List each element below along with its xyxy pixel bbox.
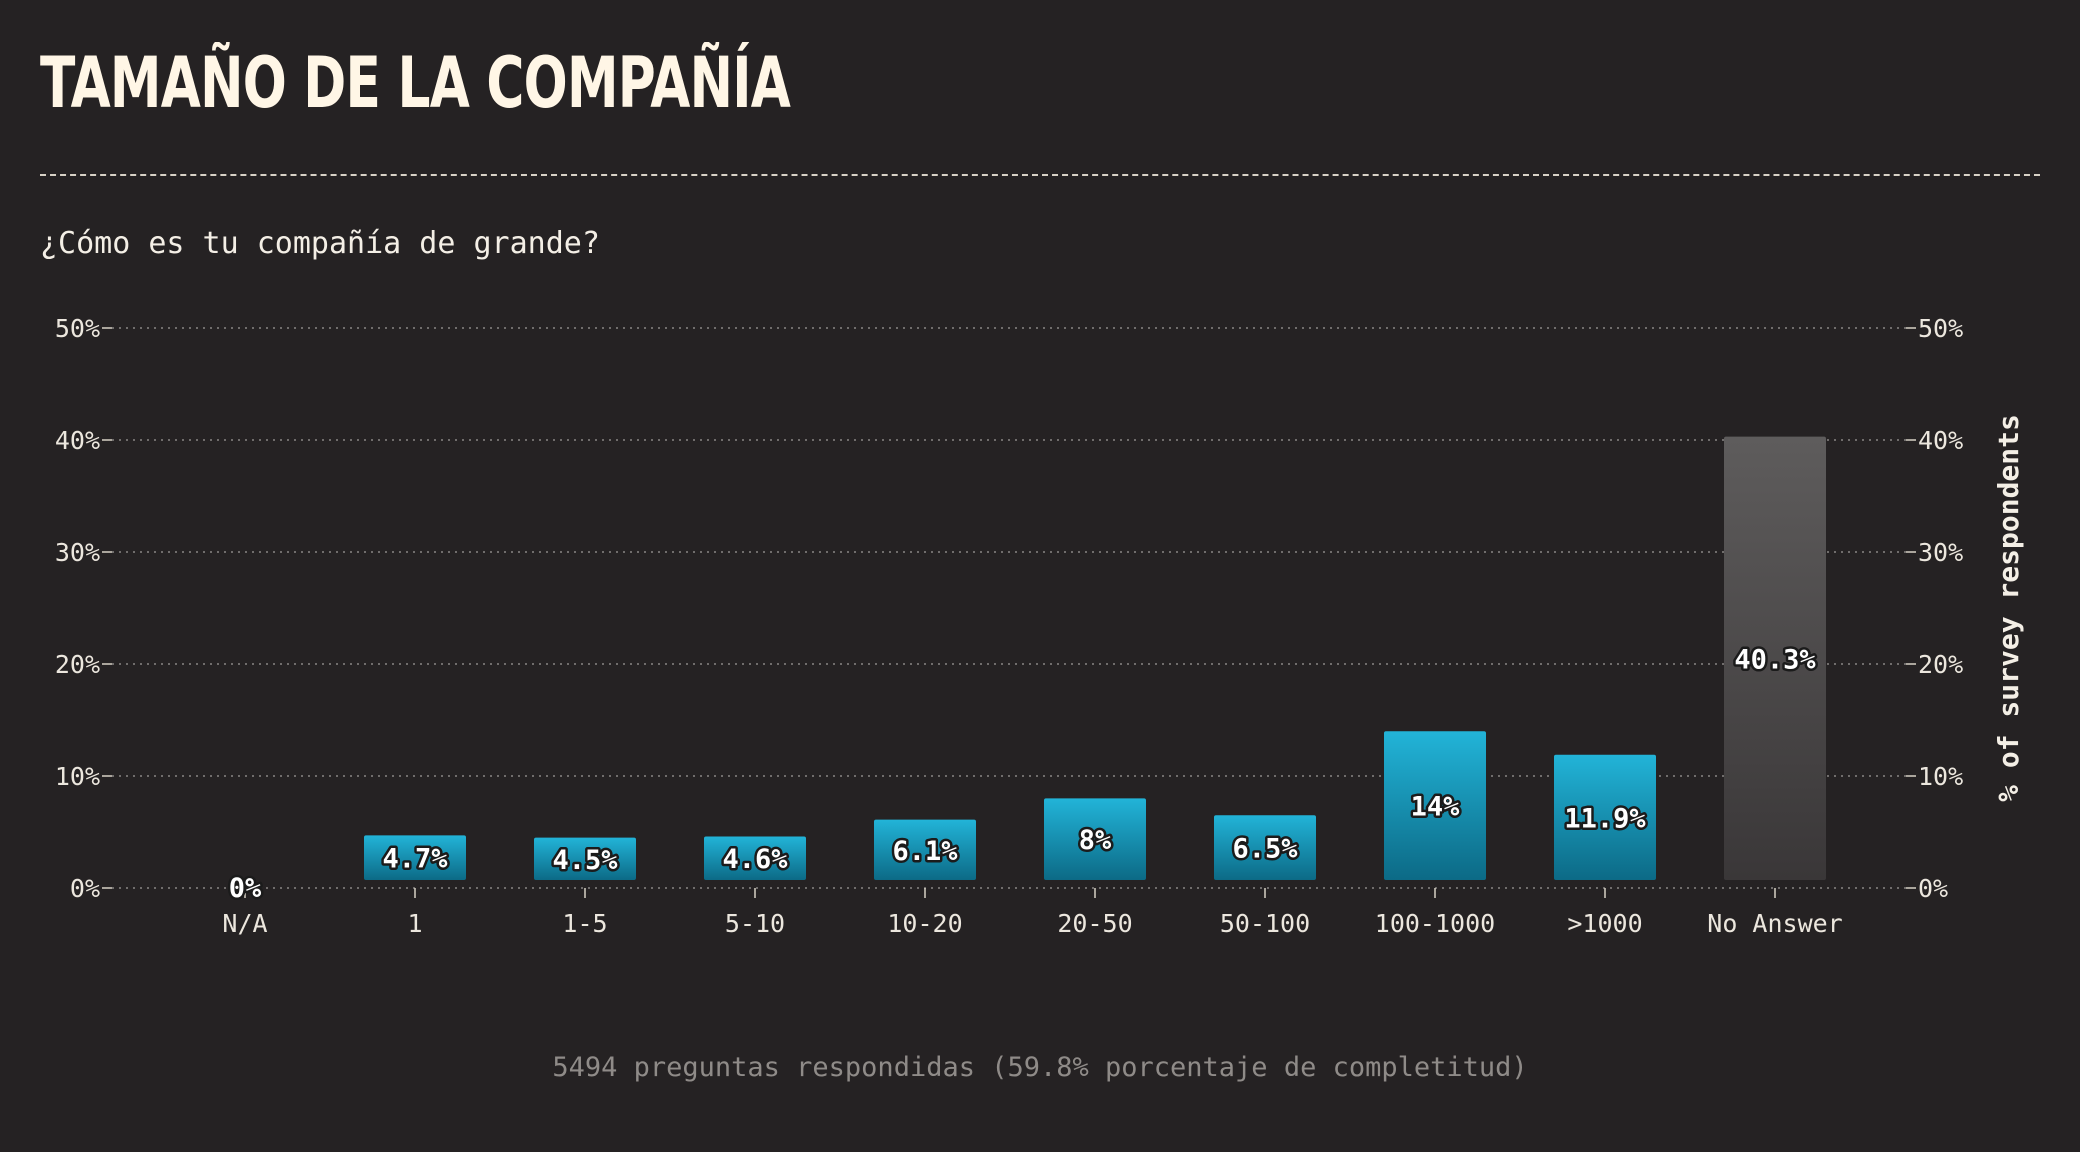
title-divider <box>40 174 2040 176</box>
x-tick-label: N/A <box>222 909 267 938</box>
y-tick-label-right: 40% <box>1918 426 1963 455</box>
bar <box>704 836 806 880</box>
bars <box>364 436 1826 880</box>
bar <box>534 837 636 880</box>
bar-no-answer <box>1724 436 1826 880</box>
bar-value-label: 0% <box>229 873 262 904</box>
page-title: TAMAÑO DE LA COMPAÑÍA <box>40 42 791 124</box>
x-tick-label: 10-20 <box>887 909 962 938</box>
y-tick-label-right: 20% <box>1918 650 1963 679</box>
bar <box>1384 731 1486 880</box>
x-axis: N/A 1 1-5 5-10 10-20 20-50 50-100 100-1000 >1000… <box>222 888 1843 938</box>
y-tick-label-right: 10% <box>1918 762 1963 791</box>
bar-value-label: 8% <box>1079 825 1112 856</box>
x-tick-label: 1-5 <box>562 909 607 938</box>
bar-value-labels: 0% 4.7% 4.5% 4.6% 6.1% 8% 6.5% 14% 11.9% 40.3% <box>226 642 1819 907</box>
x-tick-label: 5-10 <box>725 909 785 938</box>
x-tick-label: >1000 <box>1567 909 1642 938</box>
y-axis-right: 0% 10% 20% 30% 40% 50% <box>1906 314 1963 903</box>
y-axis-left: 0% 10% 20% 30% 40% 50% <box>55 314 112 903</box>
bar <box>1214 815 1316 880</box>
y-tick-label-right: 30% <box>1918 538 1963 567</box>
y-axis-title-right: % of survey respondents <box>1992 414 2025 802</box>
bar-value-label: 40.3% <box>1734 644 1816 675</box>
bar <box>1554 754 1656 880</box>
x-tick-label: No Answer <box>1707 909 1842 938</box>
y-tick-label-left: 10% <box>55 762 100 791</box>
x-tick-label: 1 <box>407 909 422 938</box>
bar-value-label: 6.5% <box>1232 834 1298 865</box>
y-tick-label-left: 30% <box>55 538 100 567</box>
x-tick-label: 20-50 <box>1057 909 1132 938</box>
y-tick-label-right: 0% <box>1918 874 1948 903</box>
bar-value-label: 4.6% <box>722 844 788 875</box>
footer-note: 5494 preguntas respondidas (59.8% porcen… <box>552 1052 1528 1083</box>
bar <box>874 819 976 880</box>
bar-value-label: 4.5% <box>552 845 618 876</box>
y-tick-label-left: 0% <box>70 874 100 903</box>
y-tick-label-left: 40% <box>55 426 100 455</box>
question-subtitle: ¿Cómo es tu compañía de grande? <box>40 226 600 261</box>
x-tick-label: 100-1000 <box>1375 909 1495 938</box>
bar-value-label: 14% <box>1411 792 1461 823</box>
bar-value-label: 4.7% <box>382 844 448 875</box>
bar-value-label: 11.9% <box>1564 803 1646 834</box>
bar-value-label: 6.1% <box>892 836 958 867</box>
bar <box>364 835 466 880</box>
bar <box>1044 798 1146 880</box>
y-tick-label-right: 50% <box>1918 314 1963 343</box>
y-tick-label-left: 20% <box>55 650 100 679</box>
y-tick-label-left: 50% <box>55 314 100 343</box>
x-tick-label: 50-100 <box>1220 909 1310 938</box>
grid-lines <box>112 327 1906 889</box>
